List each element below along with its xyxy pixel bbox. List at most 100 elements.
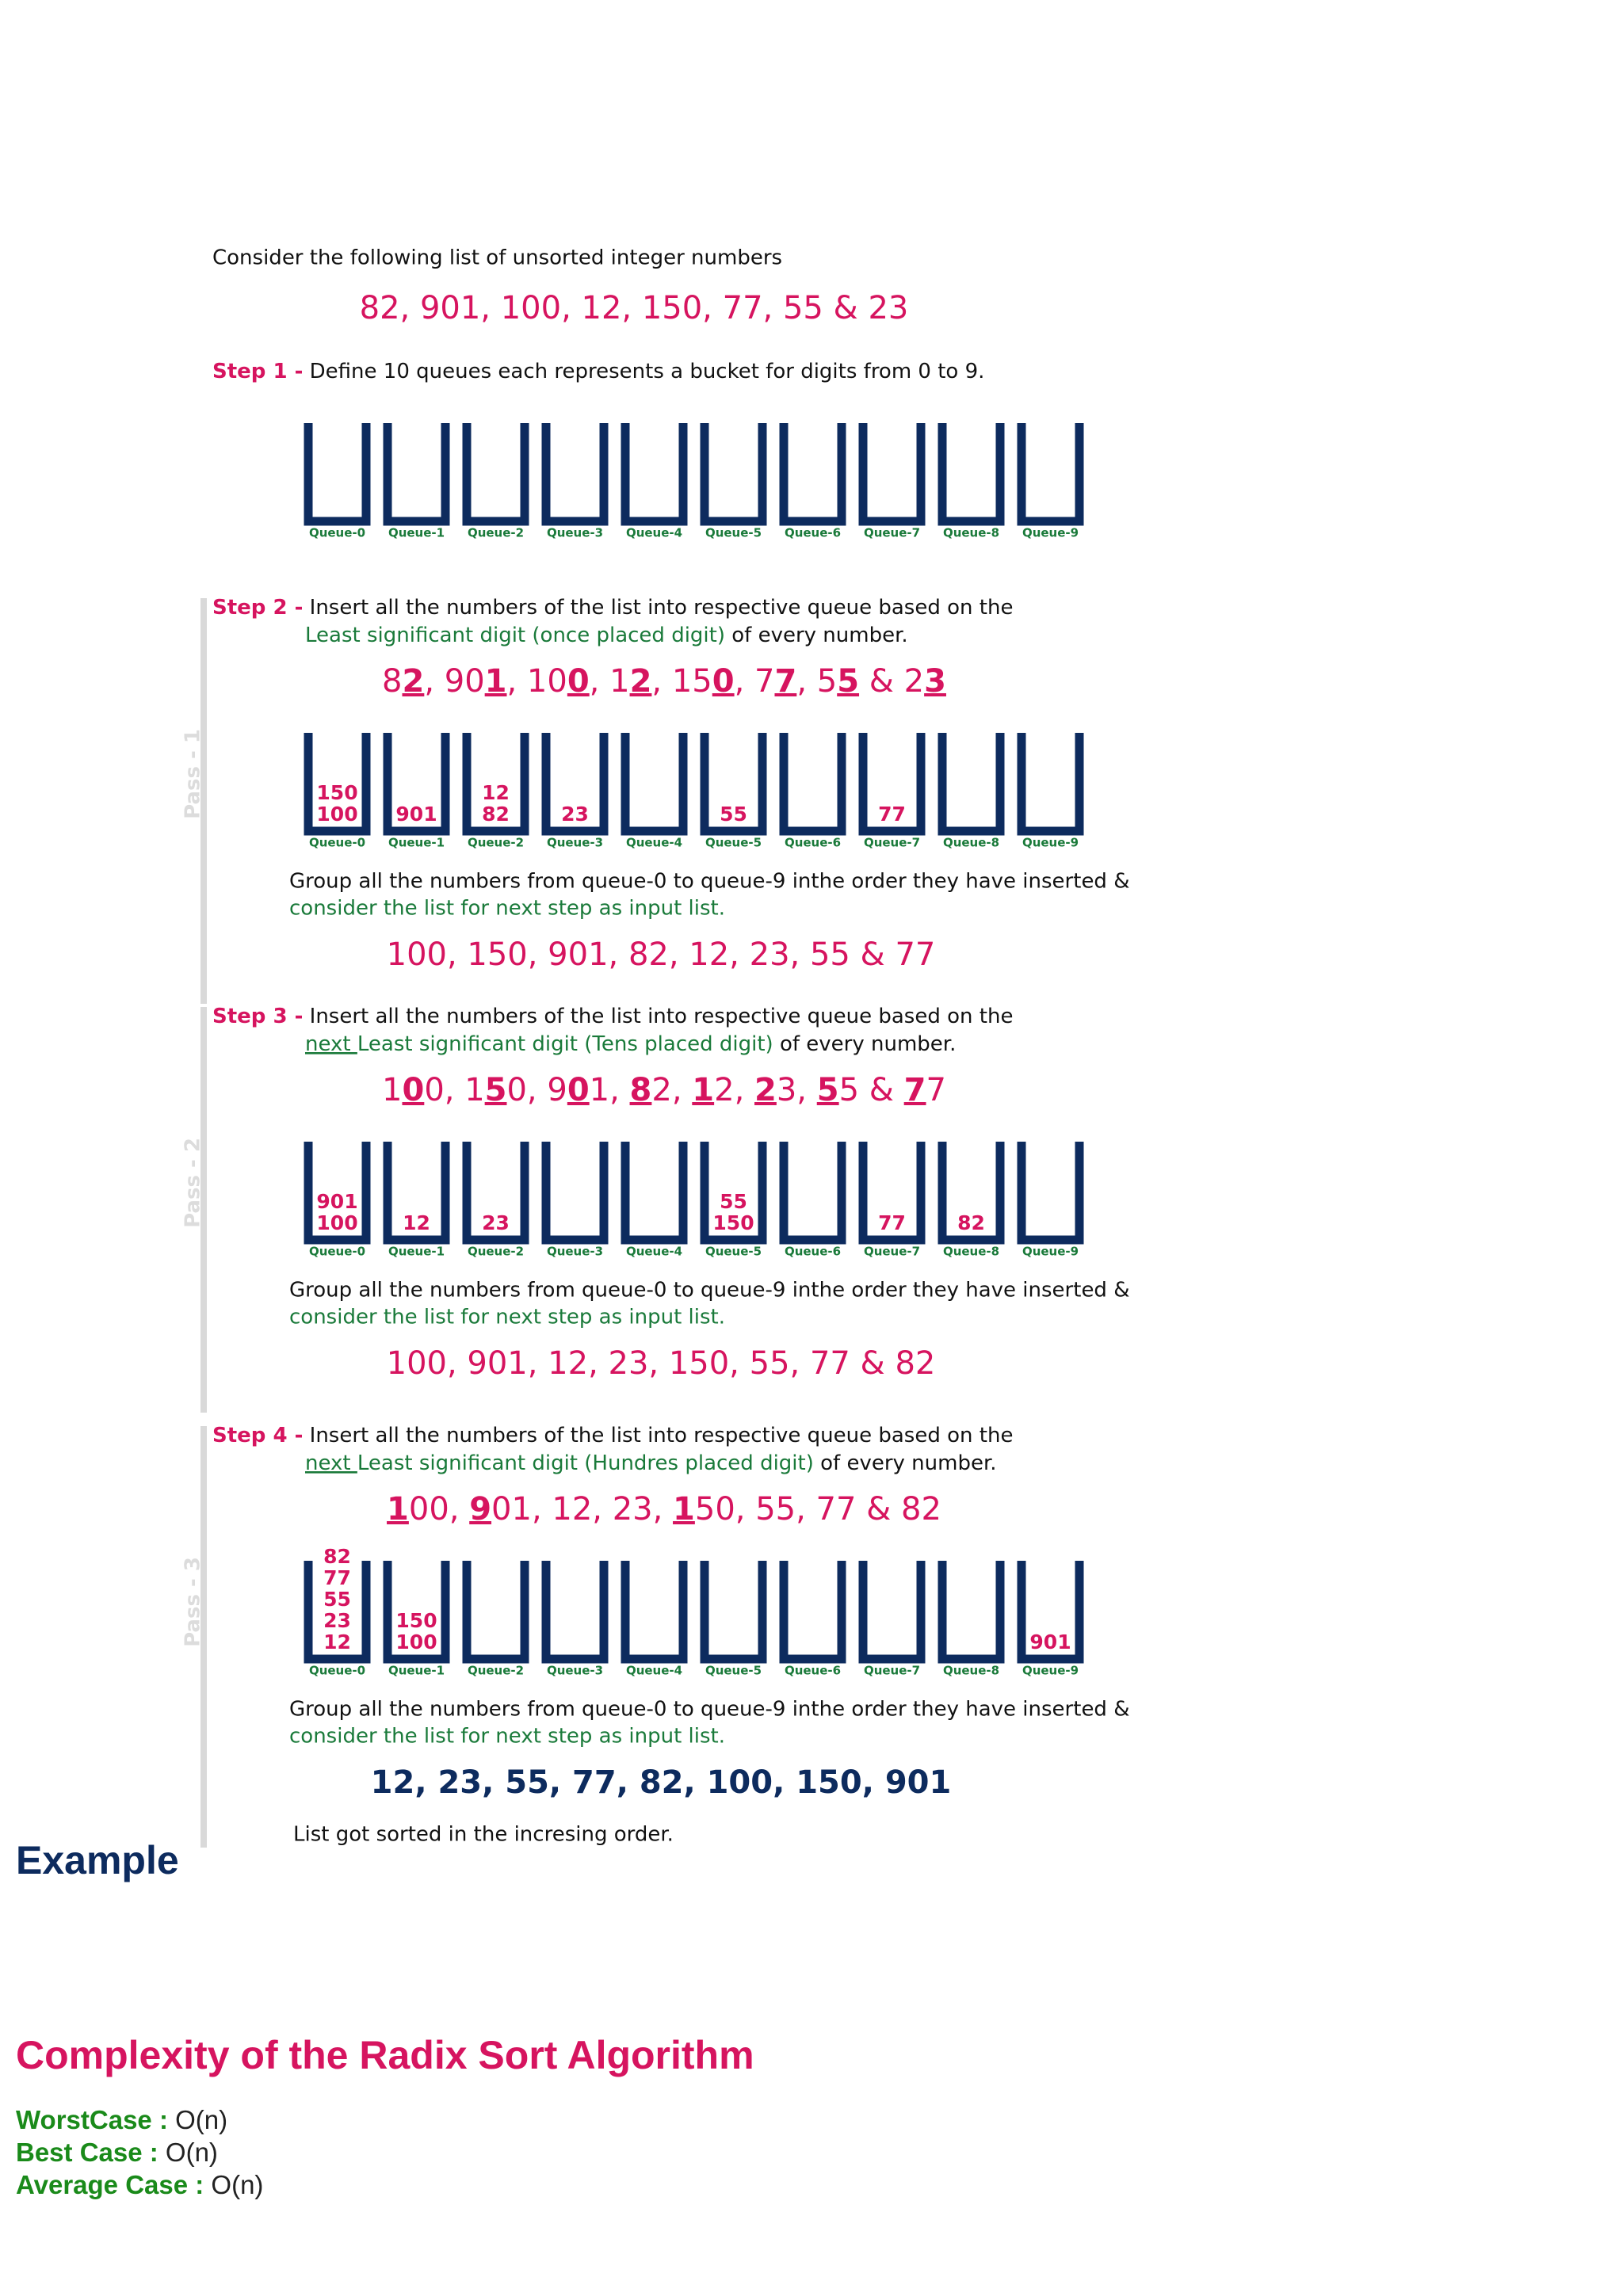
queue: [700, 1142, 767, 1245]
queue-label: Queue-5: [705, 1245, 762, 1259]
digit-part: 0, 1: [424, 1072, 484, 1108]
queue-label: Queue-6: [785, 836, 841, 850]
digit-part: 50, 55, 77 & 82: [695, 1491, 941, 1527]
queue: [938, 1142, 1005, 1245]
result-list: 100, 901, 12, 23, 150, 55, 77 & 82: [387, 1345, 936, 1382]
step-line-2: next Least significant digit (Hundres pl…: [305, 1451, 997, 1475]
queue-label: Queue-6: [785, 1245, 841, 1259]
step-green: Least significant digit (Hundres placed …: [357, 1451, 814, 1475]
digit-part: 2,: [714, 1072, 754, 1108]
step-text: Insert all the numbers of the list into …: [310, 1005, 1014, 1028]
complexity-row: Average Case : O(n): [16, 2170, 263, 2199]
queue-label: Queue-9: [1022, 1245, 1079, 1259]
queue-number: 82: [482, 803, 510, 826]
digit-part: 00,: [409, 1491, 469, 1527]
queue: [541, 1142, 609, 1245]
digit-part: 8: [630, 1072, 652, 1108]
digit-part: 7: [904, 1072, 926, 1108]
queue-number: 82: [957, 1211, 985, 1234]
digit-list: 82, 901, 100, 12, 150, 77, 55 & 23: [382, 663, 946, 700]
group-line-2: consider the list for next step as input…: [289, 1725, 725, 1749]
queue: [779, 1561, 846, 1664]
queue-label: Queue-1: [388, 1245, 445, 1259]
complexity-label: Average Case :: [16, 2170, 204, 2199]
queue-number: 55: [720, 1190, 747, 1213]
queue-label: Queue-1: [388, 1664, 445, 1678]
queue: [779, 423, 846, 526]
digit-part: 3,: [777, 1072, 817, 1108]
group-line: Group all the numbers from queue-0 to qu…: [289, 870, 1129, 894]
queue-number: 23: [323, 1609, 351, 1632]
step-rest: of every number.: [725, 624, 908, 647]
queue-number: 150: [316, 781, 357, 804]
queue-number: 100: [316, 1211, 357, 1234]
queue-label: Queue-8: [943, 526, 999, 540]
queue-label: Queue-2: [468, 836, 524, 850]
digit-part: 2: [754, 1072, 777, 1108]
step-line: Step 2 - Insert all the numbers of the l…: [212, 596, 1013, 620]
digit-part: 1: [485, 663, 507, 700]
queue-number: 55: [323, 1588, 351, 1611]
step-line-2: Least significant digit (once placed dig…: [305, 624, 908, 647]
queue: [304, 423, 371, 526]
complexity-label: Best Case :: [16, 2138, 158, 2167]
step-label: Step 1 -: [212, 360, 303, 383]
queue-label: Queue-3: [547, 526, 603, 540]
queue-label: Queue-4: [626, 836, 682, 850]
queue: [700, 733, 767, 836]
queue: [858, 1142, 926, 1245]
queue-label: Queue-7: [864, 526, 920, 540]
queue: [304, 733, 371, 836]
queue-label: Queue-4: [626, 1664, 682, 1678]
queue-label: Queue-7: [864, 836, 920, 850]
digit-part: 1: [382, 1072, 402, 1108]
pass-label: Pass - 3: [181, 1557, 205, 1647]
complexity-row: WorstCase : O(n): [16, 2105, 227, 2134]
queue-label: Queue-4: [626, 526, 682, 540]
queue: [462, 1142, 529, 1245]
digit-part: 5: [485, 1072, 507, 1108]
digit-part: , 5: [796, 663, 837, 700]
queue: [1017, 1142, 1084, 1245]
digit-part: 7: [774, 663, 796, 700]
complexity-value: O(n): [175, 2105, 227, 2134]
digit-part: 5: [837, 663, 859, 700]
queue: [1017, 1561, 1084, 1664]
queue: [541, 1561, 609, 1664]
queue: [858, 1561, 926, 1664]
complexity-row: Best Case : O(n): [16, 2138, 218, 2167]
queue: [383, 733, 450, 836]
number-list: 82, 901, 100, 12, 150, 77, 55 & 23: [360, 290, 909, 326]
step-text: Define 10 queues each represents a bucke…: [310, 360, 985, 383]
step-line: Step 4 - Insert all the numbers of the l…: [212, 1424, 1013, 1447]
queue-number: 77: [878, 803, 906, 826]
queue-number: 12: [482, 781, 510, 804]
digit-part: 1,: [590, 1072, 630, 1108]
digit-part: 5: [817, 1072, 839, 1108]
queue-label: Queue-9: [1022, 836, 1079, 850]
digit-part: 2: [402, 663, 424, 700]
queue-number: 82: [323, 1545, 351, 1568]
queue-number: 901: [1029, 1630, 1071, 1653]
digit-part: 5 &: [839, 1072, 904, 1108]
queue-label: Queue-1: [388, 836, 445, 850]
queue-label: Queue-8: [943, 1245, 999, 1259]
digit-part: , 10: [507, 663, 567, 700]
queue: [383, 1561, 450, 1664]
queue-label: Queue-5: [705, 836, 762, 850]
queue: [304, 1142, 371, 1245]
digit-part: , 15: [651, 663, 712, 700]
queue-label: Queue-3: [547, 1245, 603, 1259]
queue-label: Queue-6: [785, 526, 841, 540]
queue-number: 12: [323, 1630, 351, 1653]
queue-label: Queue-0: [309, 526, 365, 540]
queue-label: Queue-7: [864, 1245, 920, 1259]
step-text: Insert all the numbers of the list into …: [310, 1424, 1014, 1447]
queue: [304, 1561, 371, 1664]
digit-part: , 1: [590, 663, 630, 700]
digit-part: 1: [387, 1491, 409, 1527]
digit-part: 3: [924, 663, 946, 700]
digit-part: 01, 12, 23,: [491, 1491, 673, 1527]
queue: [621, 1142, 688, 1245]
digit-list: 100, 150, 901, 82, 12, 23, 55 & 77: [382, 1072, 946, 1108]
